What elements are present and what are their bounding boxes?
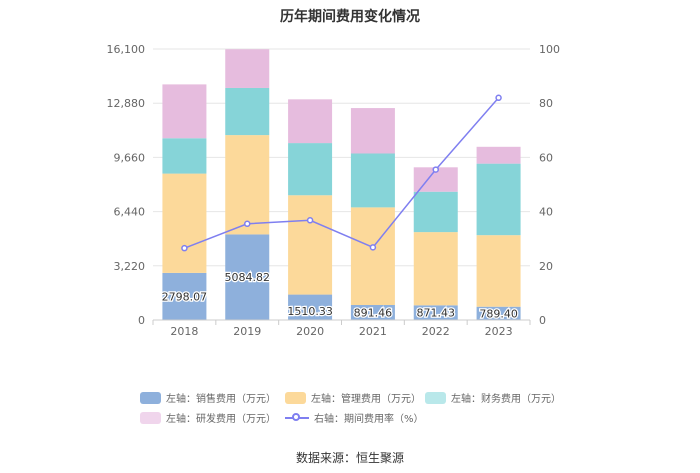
right-axis-tick-label: 20: [539, 260, 553, 273]
x-axis-tick-label: 2019: [233, 325, 261, 338]
bar-segment-admin-2023[interactable]: [476, 235, 521, 307]
left-axis-tick-label: 3,220: [114, 260, 146, 273]
bar-segment-finance-2019[interactable]: [225, 87, 270, 136]
x-axis-tick-label: 2021: [359, 325, 387, 338]
left-axis-tick-label: 9,660: [114, 151, 146, 164]
legend-swatch-finance: [425, 391, 446, 404]
legend-item-sales[interactable]: 左轴：销售费用（万元）: [140, 390, 276, 405]
bar-segment-rnd-2023[interactable]: [476, 146, 521, 164]
right-axis-tick-label: 40: [539, 206, 553, 219]
legend-label-finance: 左轴：财务费用（万元）: [451, 394, 561, 405]
bar-segment-admin-2021[interactable]: [350, 207, 395, 305]
expense-rate-point-2023[interactable]: [495, 94, 502, 102]
expense-rate-line: [184, 97, 500, 249]
bar-segment-rnd-2021[interactable]: [350, 108, 395, 154]
legend-item-finance[interactable]: 左轴：财务费用（万元）: [425, 390, 561, 405]
data-label-sales-2023: 789.40: [479, 307, 518, 320]
bar-segment-sales-2023[interactable]: [476, 306, 521, 320]
chart-title: 历年期间费用变化情况: [280, 9, 420, 25]
legend-swatch-admin: [285, 391, 306, 404]
bar-segment-rnd-2020[interactable]: [288, 99, 333, 144]
bar-segment-finance-2020[interactable]: [288, 143, 333, 196]
x-axis-tick-label: 2020: [296, 325, 324, 338]
legend-label-expense-rate: 右轴：期间费用率（%）: [314, 414, 424, 425]
left-axis-tick-label: 16,100: [107, 43, 146, 56]
bar-segment-rnd-2018[interactable]: [162, 84, 207, 139]
expense-rate-point-2018[interactable]: [181, 244, 188, 252]
expense-rate-point-2021[interactable]: [369, 244, 377, 251]
expense-rate-point-2022[interactable]: [432, 166, 439, 173]
right-axis-tick-label: 0: [539, 314, 546, 327]
expense-rate-point-2020[interactable]: [306, 217, 314, 224]
x-axis-tick-label: 2018: [170, 325, 198, 338]
bar-segment-sales-2022[interactable]: [413, 305, 458, 320]
legend-label-rnd: 左轴：研发费用（万元）: [166, 414, 276, 425]
legend-item-expense-rate[interactable]: 右轴：期间费用率（%）: [285, 410, 424, 425]
data-label-sales-2021: 891.46: [354, 306, 393, 319]
legend-swatch-rnd: [140, 411, 161, 424]
data-source: 数据来源：恒生聚源: [295, 451, 404, 465]
bar-segment-finance-2018[interactable]: [162, 138, 207, 174]
legend-item-admin[interactable]: 左轴：管理费用（万元）: [285, 390, 421, 405]
right-axis-tick-label: 80: [539, 97, 553, 110]
bar-segment-finance-2022[interactable]: [413, 191, 458, 233]
data-label-sales-2022: 871.43: [417, 307, 456, 320]
right-axis-tick-label: 60: [539, 151, 553, 164]
legend-label-sales: 左轴：销售费用（万元）: [166, 394, 276, 405]
bar-segment-sales-2021[interactable]: [350, 304, 395, 320]
bar-segment-finance-2023[interactable]: [476, 163, 521, 236]
data-label-sales-2018: 2798.07: [162, 290, 208, 303]
left-axis-tick-label: 6,440: [114, 206, 146, 219]
legend-swatch-sales: [140, 391, 161, 404]
x-axis-tick-label: 2022: [422, 325, 450, 338]
bar-segment-admin-2020[interactable]: [288, 195, 333, 295]
legend-label-admin: 左轴：管理费用（万元）: [311, 394, 421, 405]
bar-segment-sales-2018[interactable]: [162, 272, 207, 320]
left-axis-tick-label: 12,880: [107, 97, 146, 110]
bar-segment-admin-2018[interactable]: [162, 173, 207, 273]
data-label-sales-2019: 5084.82: [225, 271, 271, 284]
bar-segment-admin-2022[interactable]: [413, 232, 458, 306]
bar-segment-admin-2019[interactable]: [225, 135, 270, 235]
expense-rate-point-2019[interactable]: [244, 220, 251, 228]
right-axis-tick-label: 100: [539, 43, 560, 56]
data-label-sales-2020: 1510.33: [287, 305, 333, 318]
bar-segment-finance-2021[interactable]: [350, 153, 395, 208]
legend-line-expense-rate: [285, 412, 309, 424]
left-axis-tick-label: 0: [138, 314, 145, 327]
legend-item-rnd[interactable]: 左轴：研发费用（万元）: [140, 410, 276, 425]
x-axis-tick-label: 2023: [485, 325, 513, 338]
bar-segment-rnd-2019[interactable]: [225, 49, 270, 88]
bar-segment-sales-2019[interactable]: [225, 234, 270, 320]
bar-segment-sales-2020[interactable]: [288, 294, 333, 320]
